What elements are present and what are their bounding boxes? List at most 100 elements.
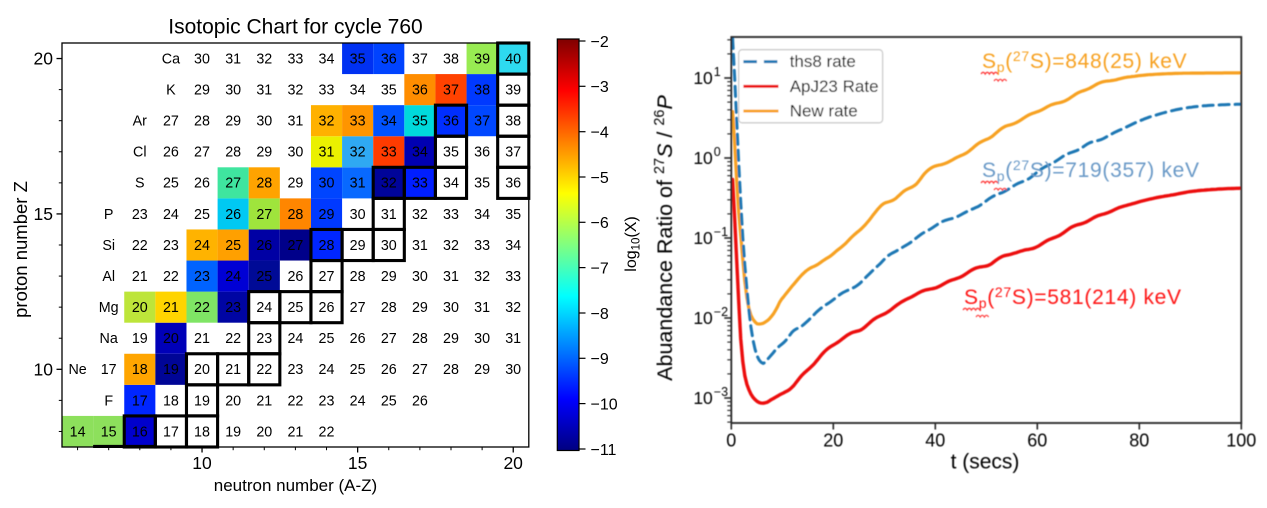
svg-text:10: 10: [192, 453, 212, 473]
svg-text:proton number Z: proton number Z: [10, 181, 31, 318]
svg-text:28: 28: [381, 300, 397, 316]
svg-text:29: 29: [381, 269, 397, 285]
svg-text:20: 20: [194, 362, 210, 378]
svg-text:31: 31: [350, 176, 366, 192]
svg-text:20: 20: [132, 300, 148, 316]
svg-text:29: 29: [225, 114, 241, 130]
svg-text:26: 26: [412, 393, 428, 409]
svg-text:37: 37: [474, 114, 490, 130]
svg-text:39: 39: [474, 51, 490, 67]
svg-text:S: S: [135, 176, 145, 192]
svg-text:27: 27: [194, 145, 210, 161]
svg-text:−6: −6: [591, 215, 609, 232]
svg-text:27: 27: [319, 269, 335, 285]
svg-text:32: 32: [350, 145, 366, 161]
svg-text:26: 26: [163, 145, 179, 161]
svg-text:24: 24: [287, 331, 303, 347]
svg-text:26: 26: [194, 176, 210, 192]
svg-text:27: 27: [163, 114, 179, 130]
svg-text:33: 33: [350, 114, 366, 130]
svg-text:28: 28: [319, 238, 335, 254]
svg-text:35: 35: [412, 114, 428, 130]
svg-text:15: 15: [34, 204, 53, 224]
svg-text:New rate: New rate: [790, 102, 858, 121]
svg-text:24: 24: [194, 238, 210, 254]
svg-text:20: 20: [225, 393, 241, 409]
svg-text:ths8 rate: ths8 rate: [790, 52, 856, 71]
svg-text:27: 27: [412, 362, 428, 378]
svg-text:31: 31: [474, 300, 490, 316]
svg-text:29: 29: [412, 300, 428, 316]
svg-text:30: 30: [350, 207, 366, 223]
svg-text:36: 36: [381, 51, 397, 67]
svg-text:25: 25: [163, 176, 179, 192]
svg-text:36: 36: [412, 83, 428, 99]
svg-text:Sp(27S)=719(357) keV: Sp(27S)=719(357) keV: [982, 157, 1200, 184]
svg-text:10: 10: [693, 148, 713, 168]
svg-text:32: 32: [287, 83, 303, 99]
svg-text:Ca: Ca: [162, 51, 180, 67]
svg-text:29: 29: [474, 362, 490, 378]
svg-text:19: 19: [194, 393, 210, 409]
svg-text:39: 39: [505, 83, 521, 99]
svg-text:Ne: Ne: [68, 362, 86, 378]
svg-text:21: 21: [163, 300, 179, 316]
svg-text:22: 22: [256, 362, 272, 378]
svg-text:28: 28: [194, 114, 210, 130]
svg-text:33: 33: [443, 207, 459, 223]
svg-text:14: 14: [70, 424, 86, 440]
svg-text:32: 32: [412, 207, 428, 223]
svg-text:20: 20: [503, 453, 523, 473]
svg-text:28: 28: [256, 176, 272, 192]
svg-text:Si: Si: [102, 238, 115, 254]
svg-text:28: 28: [443, 362, 459, 378]
svg-text:29: 29: [443, 331, 459, 347]
svg-text:24: 24: [256, 300, 272, 316]
svg-text:27: 27: [256, 207, 272, 223]
svg-text:22: 22: [132, 238, 148, 254]
svg-text:−11: −11: [591, 442, 617, 459]
svg-text:22: 22: [319, 424, 335, 440]
svg-text:32: 32: [319, 114, 335, 130]
svg-text:−3: −3: [714, 385, 728, 399]
svg-text:−2: −2: [591, 34, 609, 51]
svg-text:32: 32: [443, 238, 459, 254]
svg-text:33: 33: [287, 51, 303, 67]
svg-text:20: 20: [163, 331, 179, 347]
svg-text:32: 32: [381, 176, 397, 192]
svg-text:37: 37: [412, 51, 428, 67]
svg-text:15: 15: [101, 424, 117, 440]
svg-text:23: 23: [163, 238, 179, 254]
svg-text:20: 20: [34, 49, 54, 69]
svg-text:36: 36: [443, 114, 459, 130]
svg-text:40: 40: [925, 431, 945, 451]
svg-text:24: 24: [163, 207, 179, 223]
svg-text:16: 16: [132, 424, 148, 440]
svg-text:17: 17: [101, 362, 117, 378]
svg-text:29: 29: [319, 207, 335, 223]
svg-text:15: 15: [348, 453, 367, 473]
svg-text:31: 31: [319, 145, 335, 161]
svg-text:35: 35: [474, 176, 490, 192]
svg-text:−3: −3: [591, 79, 609, 96]
svg-text:30: 30: [194, 51, 210, 67]
svg-text:17: 17: [132, 393, 148, 409]
svg-text:23: 23: [319, 393, 335, 409]
svg-text:30: 30: [225, 83, 241, 99]
svg-text:K: K: [166, 83, 176, 99]
svg-text:34: 34: [443, 176, 459, 192]
svg-text:25: 25: [319, 331, 335, 347]
svg-text:23: 23: [287, 362, 303, 378]
svg-text:21: 21: [225, 362, 241, 378]
svg-text:24: 24: [319, 362, 335, 378]
svg-text:32: 32: [505, 300, 521, 316]
svg-text:26: 26: [381, 362, 397, 378]
svg-text:35: 35: [350, 51, 366, 67]
svg-text:26: 26: [256, 238, 272, 254]
svg-text:25: 25: [225, 238, 241, 254]
svg-text:Sp(27S)=581(214) keV: Sp(27S)=581(214) keV: [964, 284, 1182, 311]
svg-text:t (secs): t (secs): [951, 451, 1020, 474]
svg-text:Ar: Ar: [133, 114, 148, 130]
svg-text:Sp(27S)=848(25) keV: Sp(27S)=848(25) keV: [982, 48, 1187, 75]
svg-text:24: 24: [225, 269, 241, 285]
